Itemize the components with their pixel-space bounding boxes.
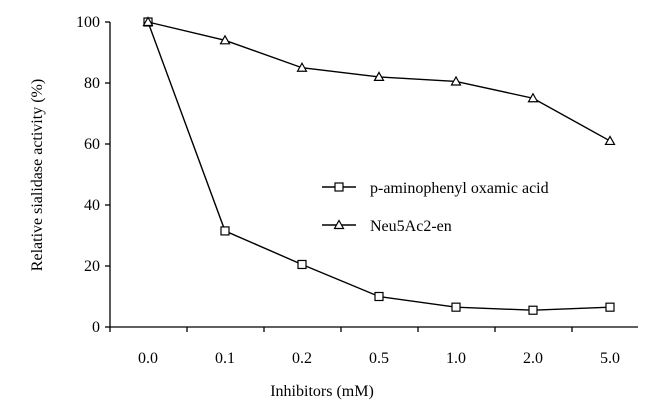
x-ticks: 0.0 0.1 0.2 0.5 1.0 2.0 5.0 bbox=[109, 327, 620, 367]
x-tick-label: 1.0 bbox=[446, 350, 466, 367]
x-tick-label: 5.0 bbox=[600, 350, 620, 367]
y-tick-label: 40 bbox=[84, 197, 100, 214]
x-axis-title: Inhibitors (mM) bbox=[270, 383, 374, 400]
x-tick-label: 0.5 bbox=[369, 350, 389, 367]
series-line-triangle bbox=[147, 21, 611, 142]
data-point-square bbox=[220, 226, 230, 236]
data-point-triangle bbox=[296, 62, 308, 72]
legend-triangle-marker bbox=[333, 219, 345, 230]
data-point-square bbox=[451, 302, 461, 312]
data-point-square bbox=[528, 305, 538, 315]
y-tick-label: 80 bbox=[84, 75, 100, 92]
data-point-triangle bbox=[527, 92, 539, 103]
legend-square-marker bbox=[334, 182, 344, 192]
legend-item-p-aminophenyl: p-aminophenyl oxamic acid bbox=[322, 180, 549, 197]
y-axis-title: Relative sialidase activity (%) bbox=[29, 79, 46, 271]
series-line-square bbox=[147, 21, 611, 311]
axes bbox=[109, 22, 638, 328]
data-point-triangle bbox=[142, 16, 154, 27]
x-tick-label: 0.0 bbox=[138, 350, 158, 367]
legend-item-neu5ac2-en: Neu5Ac2-en bbox=[322, 218, 452, 235]
data-point-square bbox=[605, 302, 615, 312]
y-tick-label: 60 bbox=[84, 136, 100, 153]
x-tick-label: 2.0 bbox=[523, 350, 543, 367]
data-point-triangle bbox=[604, 135, 616, 146]
legend-label-neu5ac2-en: Neu5Ac2-en bbox=[370, 218, 452, 235]
data-point-triangle bbox=[373, 71, 385, 82]
y-tick-label: 100 bbox=[76, 14, 100, 31]
y-tick-label: 20 bbox=[84, 258, 100, 275]
series-layer bbox=[142, 16, 616, 315]
y-tick-label: 0 bbox=[92, 319, 100, 336]
legend: p-aminophenyl oxamic acid Neu5Ac2-en bbox=[322, 180, 549, 235]
legend-label-p-aminophenyl: p-aminophenyl oxamic acid bbox=[370, 180, 549, 197]
data-point-triangle bbox=[219, 34, 231, 45]
data-point-square bbox=[297, 259, 307, 270]
x-tick-label: 0.2 bbox=[292, 350, 312, 367]
data-point-square bbox=[374, 291, 384, 302]
data-point-triangle bbox=[450, 75, 462, 86]
x-tick-label: 0.1 bbox=[215, 350, 235, 367]
y-ticks: 0 20 40 60 80 100 bbox=[76, 14, 110, 336]
